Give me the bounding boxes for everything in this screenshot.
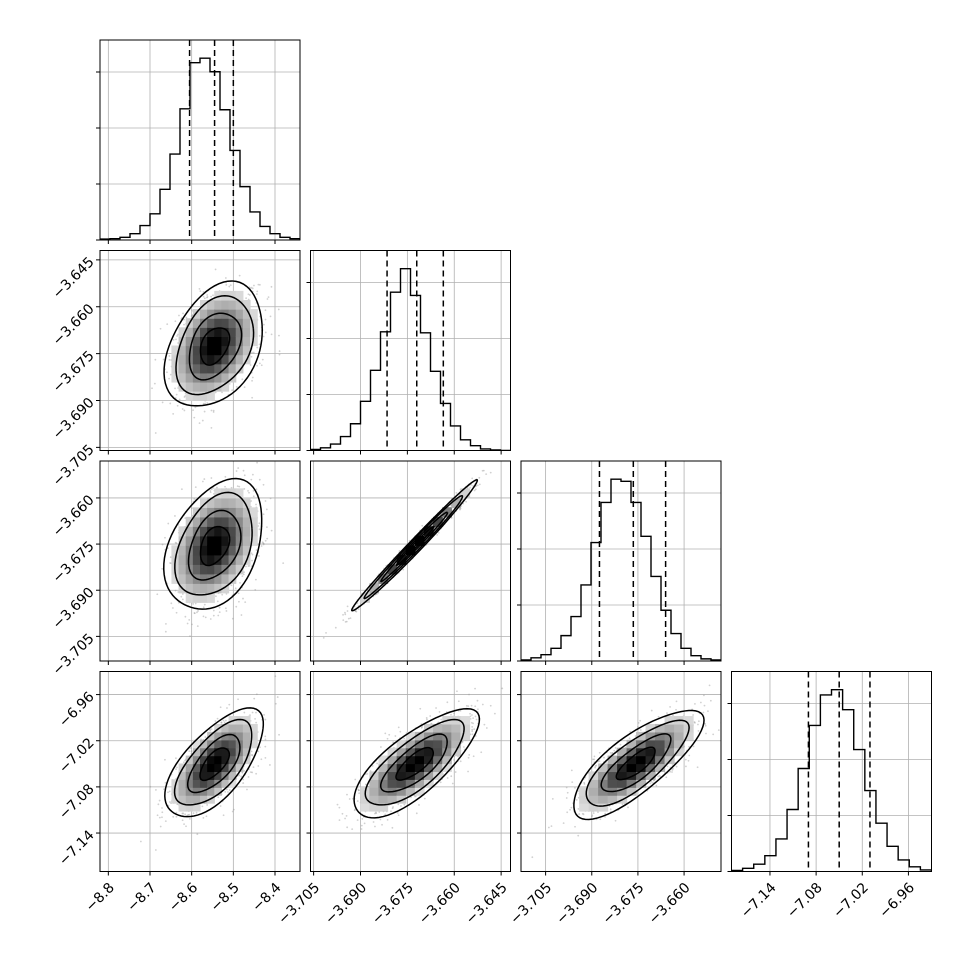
- panel-0-0: [96, 39, 301, 244]
- contour-level-1: [380, 511, 449, 583]
- y-tick-label-param-3-2: −7.02: [56, 735, 98, 777]
- panel-3-2: [517, 671, 722, 876]
- x-tick-label-param-2-1: −3.690: [553, 880, 601, 928]
- panel-1-1: [306, 250, 511, 455]
- contour-level-0: [395, 525, 435, 567]
- x-tick-label-param-1-3: −3.660: [416, 880, 464, 928]
- panel-frame: [731, 671, 932, 872]
- panel-3-3: [727, 671, 932, 876]
- contour-level-3: [164, 707, 265, 818]
- contour-level-3: [163, 280, 264, 407]
- panel-frame: [99, 250, 301, 451]
- panel-frame: [99, 39, 301, 241]
- histogram-param-0: [100, 57, 300, 240]
- contour-level-0: [395, 746, 435, 781]
- density-map: [360, 488, 471, 603]
- y-tick-label-param-3-0: −7.14: [56, 827, 98, 869]
- x-tick-label-param-0-3: −8.5: [208, 880, 243, 915]
- y-tick-label-param-2-3: −3.660: [50, 492, 98, 540]
- contour-level-2: [363, 494, 464, 600]
- contour-level-3: [353, 707, 481, 819]
- y-tick-label-param-2-2: −3.675: [50, 538, 98, 586]
- y-tick-label-param-1-2: −3.675: [50, 348, 98, 396]
- panel-2-0: [96, 460, 301, 665]
- x-tick-label-param-2-0: −3.705: [507, 880, 555, 928]
- panel-3-1: [306, 671, 511, 876]
- x-tick-label-param-1-2: −3.675: [369, 880, 417, 928]
- panel-frame: [99, 460, 301, 662]
- contour-level-1: [187, 509, 242, 581]
- x-tick-label-param-0-4: −8.4: [249, 880, 284, 915]
- x-tick-label-param-1-4: −3.645: [463, 880, 511, 928]
- panel-frame: [520, 671, 722, 872]
- y-tick-label-param-1-3: −3.660: [50, 301, 98, 349]
- contour-level-2: [174, 491, 253, 596]
- x-tick-label-param-1-0: −3.705: [275, 880, 323, 928]
- density-map: [171, 488, 258, 603]
- y-tick-label-param-3-1: −7.08: [56, 781, 98, 823]
- y-tick-label-param-2-0: −3.705: [50, 631, 98, 679]
- x-tick-label-param-3-2: −7.02: [830, 880, 872, 922]
- histogram-param-3: [731, 688, 932, 872]
- panel-2-1: [306, 460, 511, 665]
- contour-level-3: [573, 709, 705, 821]
- x-tick-label-param-2-2: −3.675: [600, 880, 648, 928]
- panel-frame: [310, 460, 511, 662]
- y-tick-label-param-3-3: −6.96: [56, 689, 98, 731]
- panel-frame: [99, 671, 301, 872]
- contour-level-1: [600, 733, 672, 793]
- contour-level-3: [350, 478, 479, 612]
- contour-level-1: [379, 733, 448, 793]
- contour-level-2: [175, 294, 255, 396]
- histogram-param-2: [521, 478, 721, 661]
- x-tick-label-param-0-0: −8.8: [83, 880, 118, 915]
- contour-level-0: [199, 747, 231, 782]
- x-tick-label-param-0-1: −8.7: [124, 880, 159, 915]
- panel-3-0: [96, 671, 301, 876]
- y-tick-label-param-1-1: −3.690: [50, 395, 98, 443]
- panel-frame: [310, 671, 511, 872]
- y-tick-label-param-2-1: −3.690: [50, 585, 98, 633]
- x-tick-label-param-0-2: −8.6: [166, 880, 201, 915]
- x-tick-label-param-3-3: −6.96: [876, 880, 918, 922]
- x-tick-label-param-2-3: −3.660: [646, 880, 694, 928]
- contour-level-0: [199, 525, 231, 567]
- contour-level-1: [188, 312, 243, 381]
- contour-level-2: [173, 718, 253, 806]
- x-tick-label-param-1-1: −3.690: [322, 880, 370, 928]
- contour-level-2: [364, 718, 465, 806]
- panel-2-2: [517, 460, 722, 665]
- panel-frame: [310, 250, 511, 451]
- contour-level-3: [162, 477, 263, 610]
- panel-frame: [520, 460, 722, 662]
- contour-level-2: [585, 719, 690, 807]
- y-tick-label-param-1-4: −3.645: [50, 254, 98, 302]
- contour-level-0: [199, 327, 231, 366]
- x-tick-label-param-3-0: −7.14: [738, 880, 780, 922]
- histogram-param-1: [310, 267, 511, 451]
- density-map: [360, 716, 471, 812]
- contour-level-1: [186, 733, 241, 794]
- x-tick-label-param-3-1: −7.08: [784, 880, 826, 922]
- y-tick-label-param-1-0: −3.705: [50, 442, 98, 490]
- contour-level-0: [615, 746, 656, 781]
- panel-1-0: [96, 250, 301, 455]
